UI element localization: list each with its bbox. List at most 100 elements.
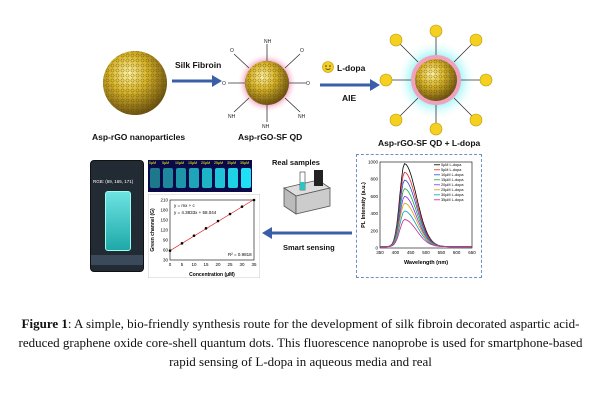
ldopa-label: L-dopa xyxy=(337,63,366,73)
pl-legend-entry: 20µM L-dopa xyxy=(441,183,464,187)
sensing-device-icon xyxy=(283,170,331,215)
calib-ytick: 150 xyxy=(160,218,168,223)
svg-text:O: O xyxy=(306,81,310,87)
smart-sensing-arrow xyxy=(262,227,352,239)
asp-rgo-nanoparticle xyxy=(103,51,167,115)
calib-xlabel: Concentration (µM) xyxy=(189,272,235,278)
svg-text:O: O xyxy=(222,81,226,87)
vial-label: 35µM xyxy=(240,161,250,165)
pl-xtick: 550 xyxy=(438,250,446,255)
vial-label: 15µM xyxy=(188,161,198,165)
calib-ytick: 30 xyxy=(163,258,169,263)
pl-spectra-chart: 350 400 450 500 550 600 650 0 200 400 600 800 1000 Wa… xyxy=(361,160,476,267)
vial-label: 5µM xyxy=(162,161,170,165)
pl-ytick: 200 xyxy=(370,228,378,233)
calib-equation: y = mx + c xyxy=(174,203,196,208)
calib-point xyxy=(204,227,208,230)
vial xyxy=(228,168,238,188)
pl-legend-entry: 25µM L-dopa xyxy=(441,188,464,192)
pl-legend-entry: 5µM L-dopa xyxy=(441,168,462,172)
pl-xtick: 350 xyxy=(376,250,384,255)
vial-label: 20µM xyxy=(201,161,211,165)
calib-xtick: 5 xyxy=(181,262,184,267)
vial-label: 25µM xyxy=(214,161,224,165)
vial-label: 0µM xyxy=(149,161,157,165)
vial xyxy=(215,168,225,188)
pl-legend-entry: 35µM L-dopa xyxy=(441,198,464,202)
pl-legend-entry: 30µM L-dopa xyxy=(441,193,464,197)
pl-xtick: 650 xyxy=(468,250,476,255)
calib-fit-line xyxy=(169,199,255,251)
smartphone-screen: RGB: (69, 165, 171) xyxy=(90,160,144,272)
vial xyxy=(241,168,251,188)
calib-point xyxy=(216,219,220,223)
calib-r2: R² = 0.9818 xyxy=(228,252,252,257)
pl-ytick: 1000 xyxy=(368,160,379,165)
vial xyxy=(163,168,173,188)
calib-point xyxy=(168,249,172,252)
pl-series-line xyxy=(380,219,472,248)
phone-vial xyxy=(105,191,131,251)
nanoparticle-label: Asp-rGO nanoparticles xyxy=(92,132,186,142)
asp-rgo-sf-qd: NH O O NH NH NH O O xyxy=(222,39,310,128)
calib-bg xyxy=(148,194,260,278)
pl-legend-entry: 15µM L-dopa xyxy=(441,178,464,182)
qd-label: Asp-rGO-SF QD xyxy=(238,132,303,142)
calib-axes xyxy=(169,199,255,261)
calib-point xyxy=(192,234,196,237)
pl-xtick: 500 xyxy=(422,250,430,255)
calib-ytick: 90 xyxy=(163,238,169,243)
caption-text: : A simple, bio-friendly synthesis route… xyxy=(18,316,583,369)
calib-xtick: 20 xyxy=(215,262,221,267)
vial-label: 30µM xyxy=(227,161,237,165)
pl-legend-entry: 0µM L-dopa xyxy=(441,163,462,167)
pl-ytick: 400 xyxy=(370,211,378,216)
calib-ytick: 180 xyxy=(160,208,168,213)
svg-text:NH: NH xyxy=(298,114,306,120)
calib-xtick: 25 xyxy=(227,262,233,267)
figure-caption: Figure 1: A simple, bio-friendly synthes… xyxy=(18,314,583,371)
vial xyxy=(189,168,199,188)
vial xyxy=(176,168,186,188)
pl-xtick: 600 xyxy=(453,250,461,255)
svg-text:NH: NH xyxy=(264,39,272,45)
calib-ylabel: Green channel (G) xyxy=(150,208,156,252)
pl-ytick: 800 xyxy=(370,177,378,182)
calib-ytick: 210 xyxy=(160,198,168,203)
pl-ylabel: PL Intensity (a.u.) xyxy=(361,182,367,228)
caption-label: Figure 1 xyxy=(21,316,68,331)
svg-text:O: O xyxy=(230,48,234,54)
aie-label: AIE xyxy=(342,93,357,103)
vial xyxy=(150,168,160,188)
calib-fit-text: y = 4.3833x + 58.044 xyxy=(174,210,217,215)
pl-ytick: 600 xyxy=(370,194,378,199)
calib-point xyxy=(180,242,184,245)
ldopa-smiley-icon xyxy=(322,61,334,73)
vial xyxy=(202,168,212,188)
calib-xtick: 10 xyxy=(191,262,197,267)
svg-text:NH: NH xyxy=(262,124,270,128)
qd-ldopa-label: Asp-rGO-SF QD + L-dopa xyxy=(378,138,481,148)
vial-label: 10µM xyxy=(175,161,185,165)
qd-ldopa-complex xyxy=(379,24,493,136)
pl-xlabel: Wavelength (nm) xyxy=(404,260,448,266)
vials-strip: 0µM 5µM 10µM 15µM 20µM 25µM 30µM 35µM xyxy=(148,160,252,192)
calib-point xyxy=(240,205,244,208)
pl-xtick: 450 xyxy=(407,250,415,255)
calib-point xyxy=(252,198,256,202)
real-samples-label: Real samples xyxy=(272,158,320,167)
silk-fibroin-label: Silk Fibroin xyxy=(175,60,222,70)
smart-sensing-label: Smart sensing xyxy=(283,243,335,252)
calib-xtick: 30 xyxy=(239,262,245,267)
calib-point xyxy=(228,212,232,216)
rgb-readout: RGB: (69, 165, 171) xyxy=(93,179,134,184)
phone-toolbar xyxy=(91,255,143,265)
calib-xtick: 0 xyxy=(169,262,172,267)
calib-ytick: 60 xyxy=(163,248,169,253)
calib-ytick: 120 xyxy=(160,228,168,233)
calibration-chart: 0 5 10 15 20 25 30 35 30 60 90 120 150 180 210 Concentr… xyxy=(148,194,260,278)
calib-xtick: 15 xyxy=(203,262,209,267)
pl-legend-entry: 10µM L-dopa xyxy=(441,173,464,177)
synthesis-arrow-1 xyxy=(172,75,222,87)
synthesis-arrow-2 xyxy=(320,79,380,91)
